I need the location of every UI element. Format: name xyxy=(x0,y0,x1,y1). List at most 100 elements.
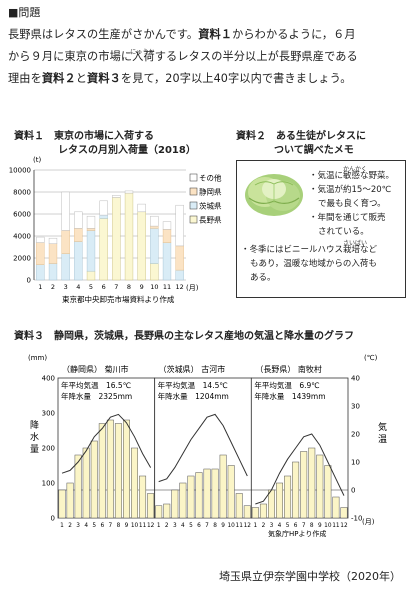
chart1-x-tick-label: 9 xyxy=(140,283,144,291)
climograph-precip-label: 年降水量 1204mm xyxy=(158,391,229,401)
chart1-bar-nagano xyxy=(137,211,146,281)
chart1-y-tick-label: 6000 xyxy=(13,211,31,219)
chart3-right-tick: 10 xyxy=(351,459,360,467)
climograph-frame xyxy=(154,377,252,519)
chart1-bar-other xyxy=(61,191,70,231)
chart1-bar-shizuoka xyxy=(86,228,96,231)
climograph-precip-bar xyxy=(123,419,130,519)
climograph-precip-bar xyxy=(163,503,171,519)
chart3-right-tick: -10 xyxy=(351,515,362,523)
climograph-month-label: 5 xyxy=(189,523,193,529)
climograph-precip-bar xyxy=(98,423,106,519)
chart1-bar-ibaraki xyxy=(175,269,184,281)
chart1-bar-nagano xyxy=(99,218,108,281)
chart1-bar-shizuoka xyxy=(61,230,70,254)
chart1-unit: (t) xyxy=(33,156,41,164)
material1-title: 資料１ 東京の市場に入荷する レタスの月別入荷量（2018） xyxy=(14,131,196,156)
climograph-precip-bar xyxy=(259,503,267,519)
chart1-bar-other xyxy=(48,237,58,244)
climograph-month-label: 8 xyxy=(117,523,121,529)
climograph-frame xyxy=(57,377,156,519)
climograph-month-label: 12 xyxy=(147,523,155,529)
climograph-precip-label: 年降水量 2325mm xyxy=(61,391,132,401)
climograph-month-label: 8 xyxy=(213,523,217,529)
chart1-bar-other xyxy=(112,195,121,198)
climograph-temp-label: 年平均気温 16.5℃ xyxy=(61,380,131,390)
chart1-y-tick-label: 4000 xyxy=(13,233,31,241)
climograph-precip-label: 年降水量 1439mm xyxy=(254,391,325,401)
chart1-bar-ibaraki xyxy=(86,230,96,272)
climograph-month-label: 11 xyxy=(139,523,147,529)
climograph-temp-line xyxy=(158,413,248,483)
climograph-precip-bar xyxy=(284,475,292,519)
chart1-bar-other xyxy=(99,200,108,216)
climograph-precip-bar xyxy=(114,423,122,519)
climograph-month-label: 10 xyxy=(324,523,332,529)
climograph-month-label: 6 xyxy=(197,523,201,529)
climograph-month-label: 1 xyxy=(254,523,258,529)
footer-credit: 埼玉県立伊奈学園中学校（2020年） xyxy=(219,570,401,583)
climograph-month-label: 5 xyxy=(92,523,96,529)
climograph-month-label: 10 xyxy=(131,523,139,529)
lettuce-illustration xyxy=(245,174,303,216)
chart1-x-tick-label: 1 xyxy=(38,283,42,291)
climograph-precip-bar xyxy=(211,468,219,519)
climograph-month-label: 4 xyxy=(181,523,185,529)
climograph-month-label: 1 xyxy=(60,523,64,529)
chart3-left-tick: 0 xyxy=(51,515,55,523)
climograph-precip-bar xyxy=(66,482,74,519)
chart3-right-tick: 30 xyxy=(351,403,360,411)
climograph-precip-bar xyxy=(308,447,316,519)
chart1-bar-other xyxy=(36,236,45,243)
chart3-right-tick: 40 xyxy=(351,375,360,383)
chart1-legend-swatch-ibaraki xyxy=(189,201,198,210)
climograph-month-label: 4 xyxy=(278,523,282,529)
chart3-precip-axis-label: 降水量 xyxy=(30,419,39,455)
chart1-x-tick-label: 7 xyxy=(114,283,118,291)
chart1-y-tick-label: 0 xyxy=(27,277,31,285)
climograph-precip-bar xyxy=(74,454,82,519)
question-line-2: から９月に東京の市場に にゅうか 入荷するレタスの半分以上が長野県産である xyxy=(8,49,358,63)
memo-bullet-1: ・気温に かんかく 敏感な野菜。 xyxy=(309,166,395,181)
climograph-station-name: （茨城県） 古河市 xyxy=(159,364,226,374)
chart3-precip-axis-char: 降 xyxy=(30,419,39,431)
climograph-month-label: 7 xyxy=(205,523,209,529)
chart1-x-tick-label: 6 xyxy=(102,283,106,291)
climograph-month-label: 4 xyxy=(84,523,88,529)
climograph-precip-bar xyxy=(276,482,283,519)
climograph-precip-bar xyxy=(268,489,275,519)
climograph-precip-bar xyxy=(106,419,114,519)
climograph-precip-bar xyxy=(316,454,324,519)
chart1-bar-ibaraki xyxy=(36,264,45,281)
climograph-month-label: 6 xyxy=(294,523,298,529)
chart1-bar-other xyxy=(137,203,146,213)
chart1-bar-other xyxy=(86,215,96,229)
chart1-source: 東京都中央卸売市場資料より作成 xyxy=(62,294,175,304)
chart3-temp-axis-char: 気 xyxy=(378,421,387,433)
climograph-month-label: 3 xyxy=(270,523,274,529)
climograph-precip-bar xyxy=(171,489,179,519)
chart1-bar-nagano xyxy=(150,263,159,281)
chart1-y-ticks: 0 2000 4000 6000 8000 10000 xyxy=(9,167,31,285)
climograph-month-label: 6 xyxy=(100,523,104,529)
climograph-precip-bar xyxy=(90,440,98,519)
chart1-x-ticks: 1 2 3 4 5 6 7 8 9 10 11 12 xyxy=(38,283,184,291)
climograph-station-name: （長野県） 南牧村 xyxy=(255,364,322,374)
question-label: ■問題 xyxy=(8,6,41,19)
climograph-month-label: 2 xyxy=(262,523,266,529)
chart1-x-tick-label: 5 xyxy=(89,283,93,291)
chart1-bar-nagano xyxy=(86,270,96,281)
climograph-precip-bar xyxy=(131,447,139,519)
chart1-bar-other xyxy=(175,204,184,247)
chart3-left-tick: 300 xyxy=(42,410,55,418)
chart1-x-tick-label: 8 xyxy=(127,283,131,291)
chart1-bar-other xyxy=(124,190,134,194)
chart1-legend-swatch-shizuoka xyxy=(189,187,198,196)
chart1-bar-ibaraki xyxy=(48,263,58,281)
climograph-station-name: （静岡県） 菊川市 xyxy=(62,364,129,374)
